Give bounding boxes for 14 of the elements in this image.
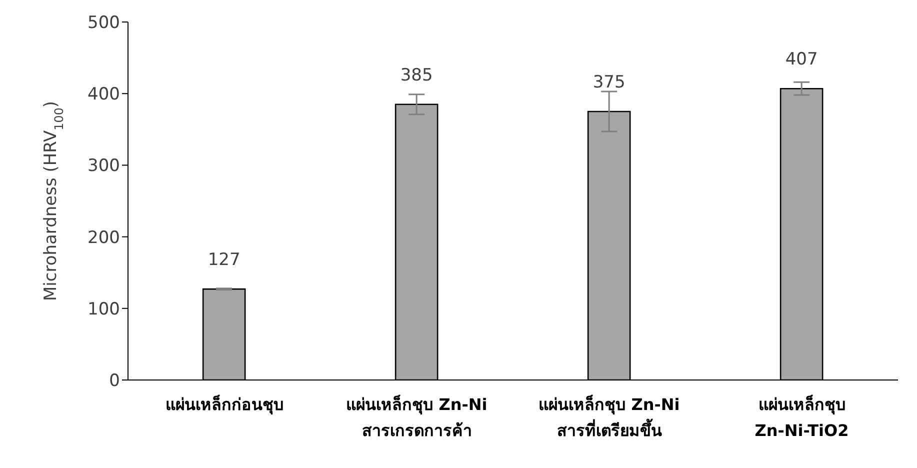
y-tick-label: 0 [109, 371, 120, 392]
y-tick-label: 500 [88, 13, 120, 34]
y-tick-label: 100 [88, 299, 120, 320]
data-label: 385 [400, 65, 433, 86]
data-label: 407 [785, 50, 818, 70]
data-label: 375 [592, 72, 626, 92]
x-tick-label: แผ่นเหล็กชุบ Zn-Ni สารที่เตรียมขึ้น [538, 393, 680, 440]
x-tick-label: แผ่นเหล็กชุบ Zn-Ni สารเกรดการค้า [346, 393, 488, 440]
data-label: 127 [208, 250, 240, 270]
x-tick-label: แผ่นเหล็กชุบ Zn-Ni-TiO2 [754, 393, 849, 440]
y-tick-label: 400 [88, 84, 120, 105]
x-tick-label: แผ่นเหล็กก่อนชุบ [165, 393, 284, 415]
y-tick-label: 200 [88, 228, 120, 248]
y-tick-label: 300 [88, 156, 120, 176]
